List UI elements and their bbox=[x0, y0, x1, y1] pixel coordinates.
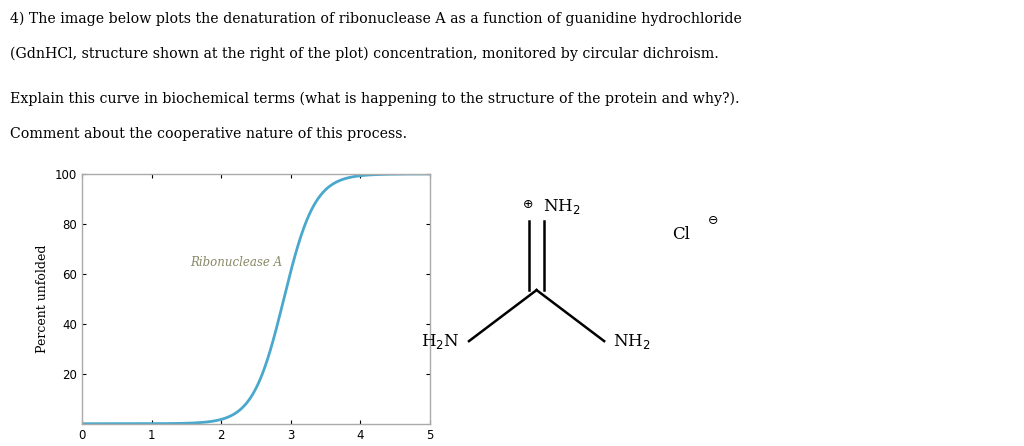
Text: Cl: Cl bbox=[672, 226, 689, 243]
Text: Comment about the cooperative nature of this process.: Comment about the cooperative nature of … bbox=[10, 127, 408, 141]
Text: $\ominus$: $\ominus$ bbox=[707, 214, 719, 227]
Text: NH$_2$: NH$_2$ bbox=[543, 197, 581, 216]
Text: (GdnHCl, structure shown at the right of the plot) concentration, monitored by c: (GdnHCl, structure shown at the right of… bbox=[10, 47, 719, 61]
Text: NH$_2$: NH$_2$ bbox=[613, 331, 651, 351]
Text: $\oplus$: $\oplus$ bbox=[521, 198, 534, 211]
Text: H$_2$N: H$_2$N bbox=[421, 331, 460, 351]
Y-axis label: Percent unfolded: Percent unfolded bbox=[36, 244, 49, 353]
Text: Explain this curve in biochemical terms (what is happening to the structure of t: Explain this curve in biochemical terms … bbox=[10, 91, 740, 106]
Text: 4) The image below plots the denaturation of ribonuclease A as a function of gua: 4) The image below plots the denaturatio… bbox=[10, 11, 742, 25]
Text: Ribonuclease A: Ribonuclease A bbox=[189, 256, 282, 269]
